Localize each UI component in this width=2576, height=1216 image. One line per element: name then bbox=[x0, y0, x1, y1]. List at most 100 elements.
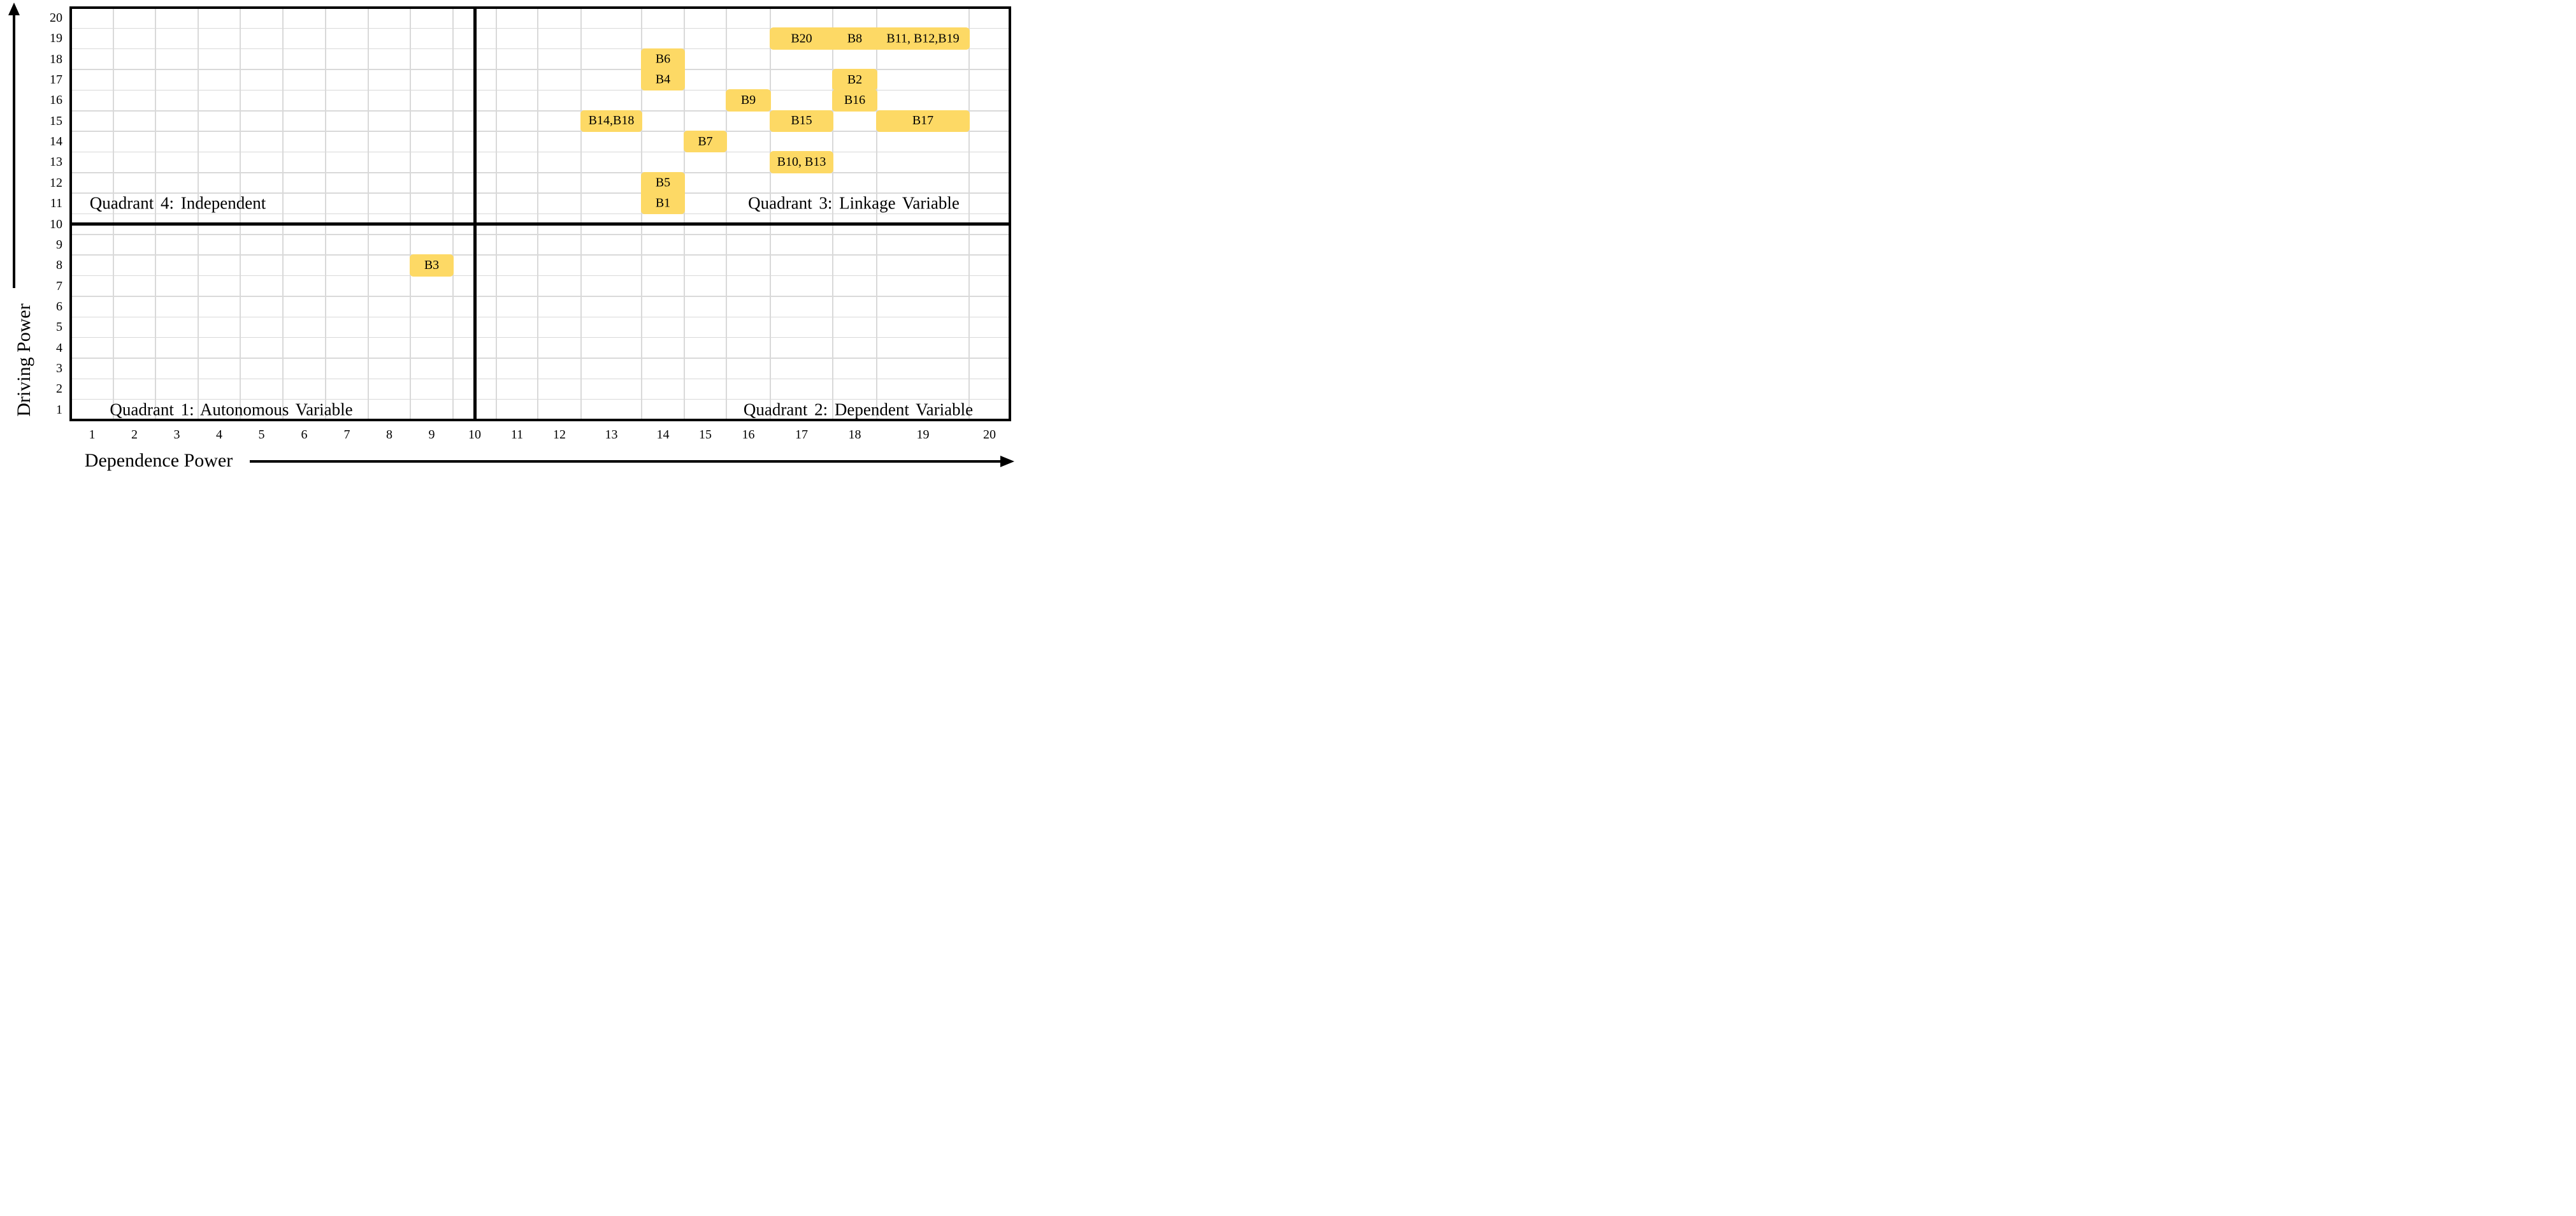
variable-label: B2 bbox=[847, 72, 863, 87]
x-tick-label: 14 bbox=[656, 428, 670, 442]
horizontal-gridline bbox=[71, 254, 1010, 256]
highlight-cell: B6 B4 bbox=[641, 48, 685, 91]
horizontal-gridline bbox=[71, 337, 1010, 338]
variable-label: B1 bbox=[655, 196, 671, 210]
y-axis-arrowhead-icon bbox=[8, 3, 20, 15]
y-axis-arrow-line bbox=[13, 9, 15, 288]
x-tick-label: 5 bbox=[258, 428, 265, 442]
y-tick-label: 18 bbox=[50, 52, 62, 66]
x-tick-label: 17 bbox=[795, 428, 808, 442]
variable-label: B17 bbox=[912, 113, 934, 128]
variable-label: B6 bbox=[655, 52, 671, 66]
x-tick-label: 8 bbox=[386, 428, 392, 442]
horizontal-gridline bbox=[71, 192, 1010, 194]
x-axis-title: Dependence Power bbox=[84, 450, 233, 471]
horizontal-gridline bbox=[71, 275, 1010, 277]
highlight-cell: B7 bbox=[684, 131, 727, 153]
variable-label: B5 bbox=[655, 175, 671, 190]
horizontal-gridline bbox=[71, 48, 1010, 50]
horizontal-gridline bbox=[71, 151, 1010, 153]
quadrant-3-label: Quadrant 3: Linkage Variable bbox=[748, 193, 960, 213]
y-tick-label: 20 bbox=[50, 11, 62, 25]
y-axis-title: Driving Power bbox=[13, 303, 34, 417]
x-tick-label: 2 bbox=[131, 428, 138, 442]
x-tick-label: 13 bbox=[605, 428, 618, 442]
variable-label: B16 bbox=[844, 93, 866, 108]
highlight-cell: B14,B18 bbox=[580, 110, 642, 133]
variable-label: B8 bbox=[847, 31, 863, 46]
horizontal-gridline bbox=[71, 69, 1010, 70]
y-tick-label: 8 bbox=[56, 258, 62, 273]
y-tick-label: 9 bbox=[56, 237, 62, 252]
highlight-cell: B10, B13 bbox=[770, 151, 833, 173]
horizontal-gridline bbox=[71, 296, 1010, 297]
x-axis-arrowhead-icon bbox=[1000, 456, 1014, 467]
y-tick-label: 17 bbox=[50, 73, 62, 87]
horizontal-gridline bbox=[71, 172, 1010, 173]
variable-label: B10, B13 bbox=[777, 155, 826, 170]
y-tick-label: 12 bbox=[50, 175, 62, 190]
y-tick-label: 19 bbox=[50, 31, 62, 46]
y-tick-label: 5 bbox=[56, 320, 62, 335]
horizontal-quadrant-divider bbox=[71, 222, 1010, 226]
horizontal-gridline bbox=[71, 378, 1010, 380]
horizontal-gridline bbox=[71, 358, 1010, 359]
highlight-cell: B16 bbox=[832, 89, 877, 112]
x-tick-label: 18 bbox=[848, 428, 861, 442]
y-tick-label: 11 bbox=[50, 196, 62, 211]
x-tick-label: 20 bbox=[983, 428, 996, 442]
x-tick-label: 15 bbox=[699, 428, 712, 442]
highlight-cell: B3 bbox=[410, 254, 454, 277]
micmac-quadrant-chart: B20 B8 B11, B12,B19 B6 B4 B2 B9 B16 B14,B18 B15 B1… bbox=[0, 0, 1019, 481]
variable-label: B4 bbox=[655, 72, 671, 87]
y-tick-label: 14 bbox=[50, 134, 62, 149]
y-tick-label: 4 bbox=[56, 340, 62, 355]
highlight-cell: B15 bbox=[770, 110, 833, 133]
x-tick-label: 16 bbox=[742, 428, 755, 442]
y-tick-label: 3 bbox=[56, 361, 62, 375]
x-tick-label: 10 bbox=[468, 428, 481, 442]
x-tick-label: 19 bbox=[916, 428, 930, 442]
variable-label: B15 bbox=[791, 113, 812, 128]
x-tick-label: 3 bbox=[173, 428, 180, 442]
quadrant-4-label: Quadrant 4: Independent bbox=[89, 193, 266, 213]
horizontal-gridline bbox=[71, 213, 1010, 215]
y-tick-label: 10 bbox=[50, 217, 62, 231]
quadrant-1-label: Quadrant 1: Autonomous Variable bbox=[110, 400, 353, 419]
x-tick-label: 4 bbox=[216, 428, 222, 442]
y-tick-label: 16 bbox=[50, 93, 62, 108]
highlight-cell: B2 bbox=[832, 69, 877, 91]
y-tick-label: 7 bbox=[56, 279, 62, 293]
highlight-cell: B20 B8 B11, B12,B19 bbox=[770, 27, 970, 50]
horizontal-gridline bbox=[71, 398, 1010, 400]
x-tick-label: 11 bbox=[510, 428, 524, 442]
variable-label: B20 bbox=[791, 31, 812, 46]
x-tick-label: 7 bbox=[343, 428, 350, 442]
y-tick-label: 1 bbox=[56, 402, 62, 417]
variable-label: B11, B12,B19 bbox=[886, 31, 960, 46]
variable-label: B3 bbox=[424, 257, 440, 272]
highlight-cell: B5 B1 bbox=[641, 171, 685, 215]
y-tick-label: 2 bbox=[56, 382, 62, 396]
variable-label: B9 bbox=[740, 93, 756, 108]
highlight-cell: B17 bbox=[876, 110, 970, 133]
x-tick-label: 12 bbox=[553, 428, 566, 442]
quadrant-2-label: Quadrant 2: Dependent Variable bbox=[743, 400, 974, 419]
y-tick-label: 15 bbox=[50, 113, 62, 128]
y-tick-label: 6 bbox=[56, 299, 62, 314]
highlight-cell: B9 bbox=[726, 89, 771, 112]
x-tick-label: 6 bbox=[301, 428, 308, 442]
horizontal-gridline bbox=[71, 131, 1010, 132]
horizontal-gridline bbox=[71, 234, 1010, 235]
vertical-quadrant-divider bbox=[473, 8, 477, 420]
x-axis-arrow-line bbox=[250, 460, 1003, 463]
variable-label: B14,B18 bbox=[588, 113, 635, 128]
y-tick-label: 13 bbox=[50, 155, 62, 170]
x-tick-label: 1 bbox=[89, 428, 96, 442]
horizontal-gridline bbox=[71, 89, 1010, 91]
variable-label: B7 bbox=[698, 134, 713, 148]
horizontal-gridline bbox=[71, 316, 1010, 317]
x-tick-label: 9 bbox=[428, 428, 435, 442]
horizontal-gridline bbox=[71, 27, 1010, 29]
horizontal-gridline bbox=[71, 110, 1010, 112]
